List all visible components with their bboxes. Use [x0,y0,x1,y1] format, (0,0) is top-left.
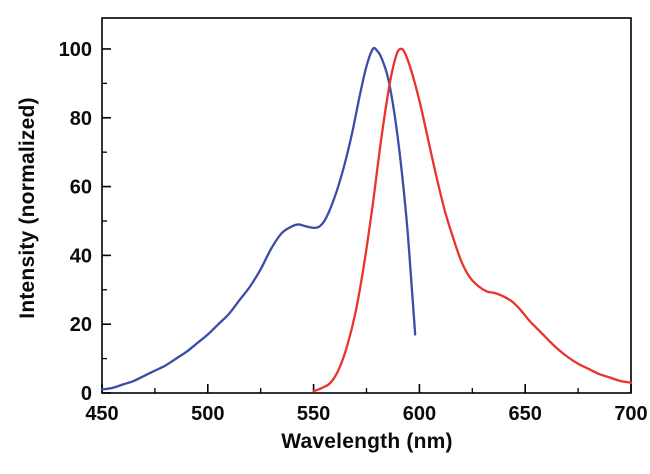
y-tick-label: 80 [70,108,92,130]
x-tick-label: 550 [297,403,330,425]
x-tick-label: 500 [191,403,224,425]
x-tick-label: 450 [85,403,118,425]
y-tick-label: 100 [59,39,92,61]
emission-spectrum-curve [312,47,633,393]
x-tick-label: 600 [403,403,436,425]
x-axis-title: Wavelength (nm) [281,430,453,453]
x-tick-label: 700 [614,403,647,425]
y-axis-title: Intensity (normalized) [16,97,39,319]
plot-frame [101,17,632,394]
excitation-spectrum-curve [100,46,417,391]
x-tick-label: 650 [509,403,542,425]
y-tick-label: 60 [70,177,92,199]
y-tick-label: 20 [70,314,92,336]
y-tick-label: 0 [81,383,92,405]
y-tick-label: 40 [70,245,92,267]
